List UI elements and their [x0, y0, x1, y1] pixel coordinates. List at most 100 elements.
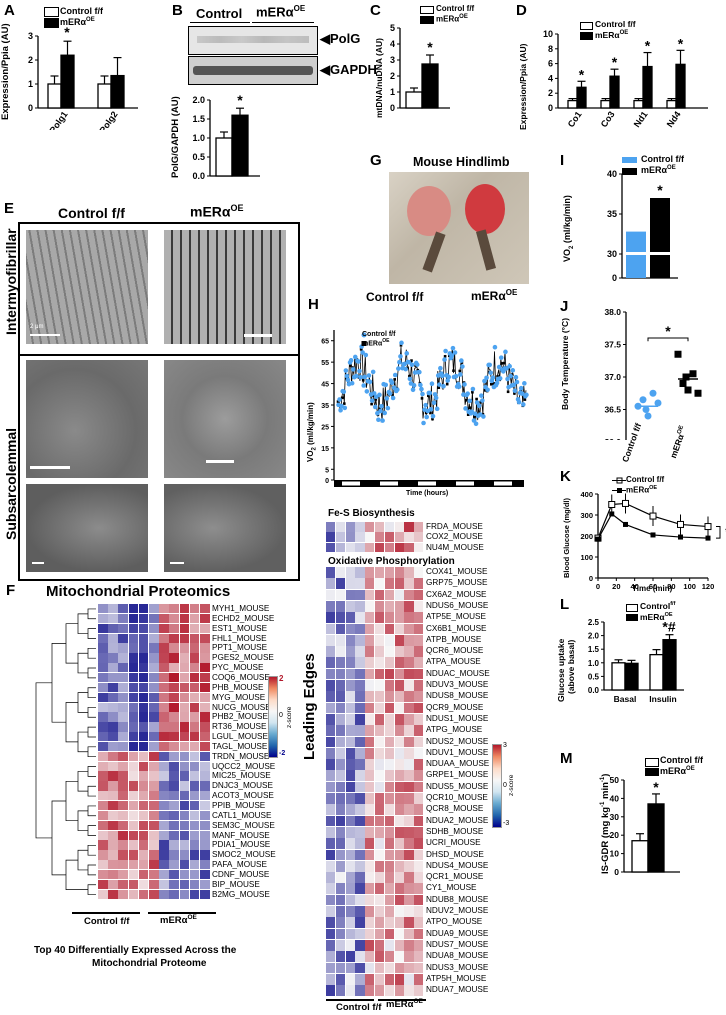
panel-g-label2: mERαOE	[471, 288, 518, 303]
point-oe	[431, 417, 434, 421]
heatmap-cell	[128, 653, 139, 663]
gene-label: SEM3C_MOUSE	[212, 820, 275, 830]
series-line-control	[597, 502, 709, 539]
y-tick-label: 6	[548, 59, 553, 69]
heatmap-cell	[326, 894, 336, 906]
heatmap-cell	[384, 747, 395, 759]
heatmap-cell	[404, 759, 414, 770]
point-control	[423, 402, 428, 408]
heatmap-cell	[138, 702, 149, 712]
panel-d-ylabel: Expression/Ppia (AU)	[518, 43, 528, 130]
heatmap-cell	[414, 894, 424, 906]
heatmap-cell	[118, 623, 129, 634]
heatmap-cell	[128, 633, 139, 643]
gene-label: TAGL_MOUSE	[212, 741, 268, 751]
dendrogram-branch	[87, 844, 96, 856]
heatmap-cell	[128, 702, 139, 712]
x-tick-label: Basal	[614, 694, 637, 704]
heatmap-cell	[355, 646, 365, 657]
heatmap-cell	[355, 951, 365, 962]
le-group1: Control f/f	[336, 1002, 382, 1013]
heatmap-cell	[128, 722, 139, 732]
point-control	[377, 392, 382, 398]
heatmap-cell	[414, 542, 424, 553]
heatmap-cell	[414, 657, 424, 669]
point-control	[372, 404, 378, 410]
gene-label: COX2_MOUSE	[426, 532, 483, 542]
heatmap-cell	[159, 712, 169, 722]
heatmap-cell	[108, 712, 118, 722]
point-control	[361, 383, 366, 388]
panel-d-chart: 0 2 4 6 8 10 * Co1 * Co3 * Nd1 * Nd4	[543, 29, 708, 129]
heatmap-cell	[414, 634, 424, 646]
gene-label: NUCG_MOUSE	[212, 702, 271, 712]
light-phase	[342, 481, 360, 486]
heatmap-cell	[365, 860, 375, 872]
heatmap-cell	[394, 567, 404, 578]
heatmap-cell	[200, 761, 210, 771]
heatmap-cell	[98, 791, 108, 801]
heatmap-cell	[355, 657, 365, 669]
heatmap-cell	[200, 712, 210, 722]
heatmap-cell	[98, 722, 108, 732]
heatmap-cell	[326, 747, 336, 759]
point-oe	[427, 394, 430, 398]
heatmap-cell	[384, 906, 395, 917]
heatmap-cell	[169, 860, 180, 870]
group-bar-oe	[148, 912, 216, 914]
x-tick-label: 80	[667, 582, 675, 591]
panel-c-ylabel: mtDNA/nuDNA (AU)	[374, 38, 384, 118]
heatmap-cell	[414, 804, 424, 816]
heatmap-cell	[335, 917, 346, 929]
gene-label: NDUV2_MOUSE	[426, 906, 489, 915]
point-control	[514, 379, 520, 385]
le-colorbar-zero: 0	[503, 782, 507, 789]
panel-i-legend-1: Control f/f	[641, 154, 684, 164]
point-oe	[372, 394, 375, 398]
heatmap-cell	[118, 702, 129, 712]
heatmap-cell	[108, 830, 118, 840]
le-colorbar-label: z-score	[508, 774, 515, 796]
heatmap-cell	[200, 604, 210, 614]
heatmap-cell	[335, 872, 346, 883]
point-control	[376, 417, 381, 423]
le-group-bar-control	[326, 999, 374, 1001]
heatmap-cell	[365, 691, 375, 703]
heatmap-cell	[394, 906, 404, 917]
heatmap-cell	[394, 962, 404, 974]
y-tick-label: 0.5	[192, 152, 205, 162]
heatmap-cell	[200, 869, 210, 880]
heatmap-cell	[98, 663, 108, 673]
heatmap-cell	[384, 532, 395, 543]
heatmap-cell	[335, 759, 346, 770]
heatmap-cell	[98, 751, 108, 762]
heatmap-cell	[375, 725, 385, 736]
point-control	[497, 376, 503, 381]
point-control	[342, 405, 348, 411]
heatmap-cell	[169, 751, 180, 762]
gene-label: NDUS4_MOUSE	[426, 860, 489, 870]
legend-swatch-black	[44, 18, 59, 28]
heatmap-cell	[335, 600, 346, 612]
point-control	[419, 386, 424, 392]
bar-oe	[421, 63, 439, 109]
legend-swatch-black	[580, 32, 593, 40]
heatmap-cell	[200, 751, 210, 762]
gene-label: CX6A2_MOUSE	[426, 589, 487, 599]
heatmap-cell	[355, 736, 365, 748]
point-control	[407, 376, 413, 382]
heatmap-cell	[326, 939, 336, 951]
heatmap-cell	[138, 771, 149, 781]
heatmap-cell	[169, 604, 180, 614]
heatmap-cell	[335, 589, 346, 601]
y-tick-label: 100	[580, 553, 593, 562]
heatmap-cell	[375, 872, 385, 883]
point-control	[467, 398, 473, 404]
heatmap-cell	[365, 600, 375, 612]
heatmap-cell	[326, 793, 336, 804]
heatmap-cell	[108, 771, 118, 781]
heatmap-cell	[326, 702, 336, 714]
heatmap-cell	[384, 804, 395, 816]
point-control	[508, 373, 513, 379]
heatmap-cell	[179, 850, 190, 860]
